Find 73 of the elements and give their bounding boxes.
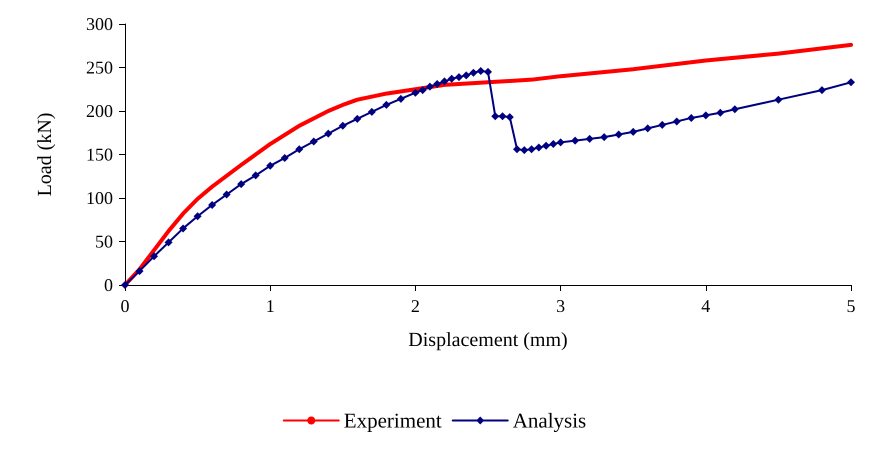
y-tick-label: 150 [86, 144, 113, 164]
point [549, 140, 558, 148]
point [237, 180, 246, 188]
point [818, 86, 826, 94]
y-tick-label: 250 [86, 58, 113, 78]
x-axis-title: Displacement (mm) [408, 329, 568, 351]
point [368, 108, 376, 116]
point [121, 281, 129, 289]
point [513, 145, 522, 154]
point [280, 154, 289, 162]
legend-label: Analysis [512, 408, 586, 432]
point [454, 73, 463, 82]
x-tick-label: 0 [120, 296, 130, 316]
point [774, 96, 782, 104]
point [571, 136, 580, 145]
point [164, 238, 173, 246]
point [658, 120, 666, 129]
point [520, 146, 528, 154]
point [252, 171, 260, 180]
point [462, 71, 470, 80]
point [411, 88, 420, 97]
point [426, 82, 434, 91]
point [418, 86, 427, 94]
y-tick-label: 100 [86, 188, 113, 208]
point [528, 145, 536, 154]
point [266, 162, 274, 170]
y-tick-label: 50 [95, 232, 113, 252]
point [469, 68, 478, 77]
point [614, 130, 623, 138]
point [534, 144, 543, 152]
point [208, 200, 216, 209]
point [498, 112, 507, 120]
x-tick-label: 5 [846, 296, 856, 316]
point [324, 130, 332, 138]
point [716, 108, 724, 117]
point [396, 94, 405, 103]
point [310, 137, 318, 146]
point [672, 117, 681, 126]
point [353, 114, 362, 123]
point [644, 124, 652, 132]
point [338, 122, 347, 130]
point [506, 113, 514, 122]
point [448, 74, 456, 83]
x-tick-label: 2 [410, 296, 420, 316]
point [150, 252, 158, 260]
point [484, 68, 492, 76]
point [433, 80, 442, 88]
x-tick-label: 4 [701, 296, 710, 316]
point [629, 128, 638, 136]
point [600, 133, 608, 142]
x-tick-label: 3 [556, 296, 566, 316]
point [295, 145, 304, 154]
point [702, 111, 710, 120]
x-tick-label: 1 [266, 296, 275, 316]
point [222, 190, 231, 199]
point [440, 77, 448, 86]
point [491, 112, 500, 120]
point [687, 114, 696, 122]
point [847, 78, 855, 86]
y-tick-label: 200 [86, 101, 113, 121]
point [586, 134, 594, 143]
point [556, 138, 565, 146]
y-axis-title: Load (kN) [34, 112, 56, 196]
point [382, 100, 390, 109]
point [542, 142, 550, 150]
point [730, 105, 739, 114]
point [476, 66, 485, 75]
point [136, 267, 144, 276]
y-tick-label: 0 [104, 275, 113, 295]
legend-label: Experiment [344, 408, 442, 432]
point [194, 212, 202, 220]
point [179, 224, 188, 232]
y-tick-label: 300 [86, 14, 113, 34]
